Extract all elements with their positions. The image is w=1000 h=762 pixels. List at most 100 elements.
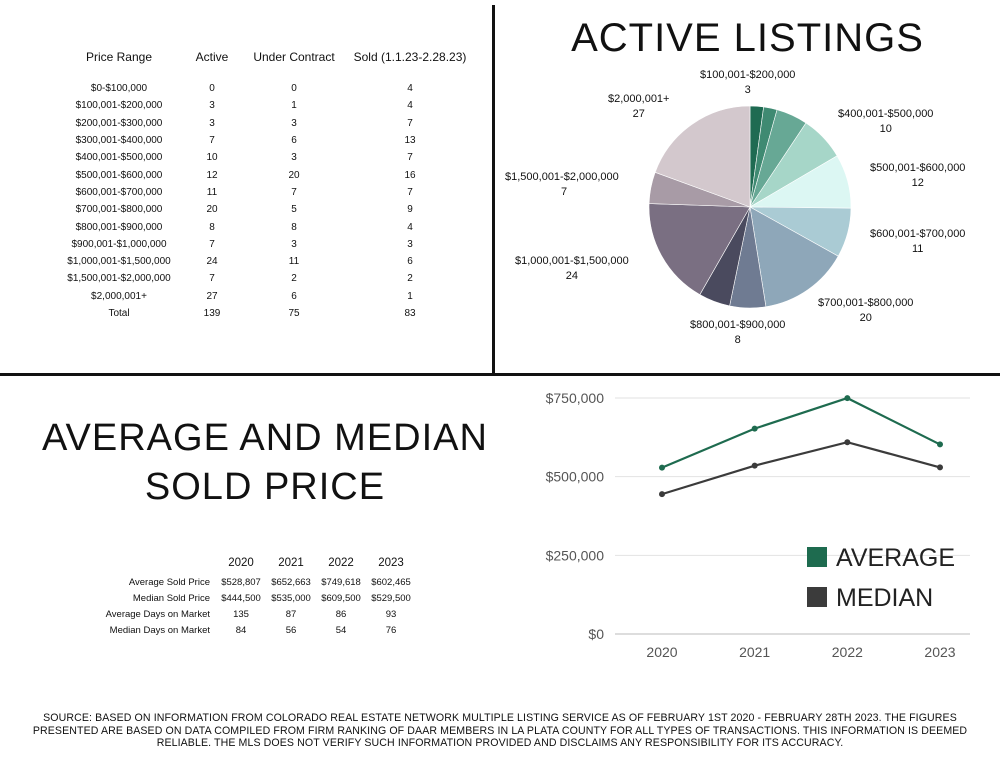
sold-cell: 7	[407, 152, 413, 164]
data-point	[751, 462, 758, 469]
pie-label-value: 7	[561, 185, 568, 198]
sold-value-cell: 93	[385, 608, 397, 620]
sold-value-cell: $602,465	[371, 576, 411, 588]
x-tick-label: 2021	[739, 644, 770, 660]
sold-header-row: 2020 2021 2022 2023	[98, 557, 416, 574]
under-contract-cell: 0	[291, 83, 297, 95]
active-cell: 20	[206, 204, 218, 216]
pie-label-value: 10	[879, 122, 892, 135]
data-point	[751, 425, 758, 432]
pie-label-range: $100,001-$200,000	[700, 69, 796, 81]
active-cell: 7	[209, 238, 215, 250]
listings-row: $500,001-$600,000 12 20 16	[55, 166, 473, 183]
data-point	[844, 395, 851, 402]
col-under-contract: Under Contract	[253, 50, 335, 64]
active-cell: 3	[209, 117, 215, 129]
pie-label-range: $600,001-$700,000	[870, 228, 966, 240]
pie-label-range: $1,000,001-$1,500,000	[515, 255, 629, 267]
under-contract-cell: 1	[291, 100, 297, 112]
data-point	[844, 439, 851, 446]
listings-row: $100,001-$200,000 3 1 4	[55, 97, 473, 114]
pie-label-range: $500,001-$600,000	[870, 162, 966, 174]
pie-label-range: $400,001-$500,000	[838, 108, 934, 120]
price-range-cell: $2,000,001+	[91, 290, 147, 302]
pie-label-value: 24	[565, 269, 579, 282]
legend-swatch	[807, 587, 827, 607]
active-cell: 11	[206, 186, 218, 198]
horizontal-divider	[0, 373, 1000, 376]
active-cell: 8	[209, 221, 215, 233]
avg-median-title-line2: SOLD PRICE	[144, 466, 386, 509]
vertical-divider	[492, 5, 495, 373]
pie-label: $1,000,001-$1,500,000 24	[515, 254, 629, 284]
active-listings-pie-chart	[648, 105, 852, 309]
sold-cell: 4	[407, 100, 413, 112]
listings-header-row: Price Range Active Under Contract Sold (…	[55, 50, 473, 80]
under-contract-cell: 3	[291, 117, 297, 129]
pie-label: $100,001-$200,000 3	[700, 68, 795, 98]
price-range-cell: $200,001-$300,000	[75, 117, 163, 129]
pie-label-value: 11	[912, 242, 924, 255]
pie-label-range: $2,000,001+	[608, 93, 670, 105]
sold-row-label: Median Sold Price	[132, 592, 210, 604]
under-contract-cell: 5	[291, 204, 297, 216]
sold-value-cell: 84	[235, 624, 247, 636]
data-point	[659, 491, 665, 498]
sold-value-cell: 86	[335, 608, 347, 620]
pie-label-value: 8	[734, 333, 741, 346]
pie-slice	[654, 105, 751, 208]
price-range-cell: $900,001-$1,000,000	[71, 238, 167, 250]
pie-label-range: $700,001-$800,000	[818, 297, 914, 309]
active-cell: 0	[209, 83, 215, 95]
listings-row: $900,001-$1,000,000 7 3 3	[55, 236, 473, 253]
pie-label: $800,001-$900,000 8	[690, 318, 785, 348]
under-contract-cell: 75	[288, 308, 300, 319]
y-tick-label: $500,000	[546, 469, 605, 485]
under-contract-cell: 3	[291, 238, 297, 250]
pie-label-range: $1,500,001-$2,000,000	[505, 171, 619, 183]
price-range-cell: $400,001-$500,000	[75, 152, 163, 164]
col-active: Active	[195, 50, 229, 64]
price-range-cell: $600,001-$700,000	[75, 186, 163, 198]
pie-label: $2,000,001+ 27	[608, 92, 669, 122]
price-range-cell: $300,001-$400,000	[75, 135, 163, 147]
listings-row: $700,001-$800,000 20 5 9	[55, 201, 473, 218]
sold-cell: 16	[404, 169, 416, 181]
avg-median-title: AVERAGE AND MEDIAN SOLD PRICE	[10, 414, 520, 513]
legend-label: MEDIAN	[836, 584, 933, 612]
price-range-cell: $800,001-$900,000	[75, 221, 163, 233]
pie-label-value: 20	[859, 311, 872, 324]
under-contract-cell: 2	[291, 273, 297, 285]
col-price-range: Price Range	[85, 50, 153, 64]
data-point	[937, 464, 943, 471]
under-contract-cell: 20	[288, 169, 300, 181]
active-cell: 3	[209, 100, 215, 112]
series-line-average	[661, 396, 941, 469]
price-range-cell: $700,001-$800,000	[75, 204, 163, 216]
active-cell: 139	[203, 308, 221, 319]
active-cell: 7	[209, 135, 215, 147]
sold-row: Average Sold Price $528,807 $652,663 $749,6…	[98, 574, 416, 590]
sold-cell: 83	[404, 308, 416, 319]
sold-value-cell: $609,500	[321, 592, 361, 604]
pie-label-value: 3	[744, 83, 751, 96]
sold-price-table: 2020 2021 2022 2023 Average Sold Price $5…	[98, 557, 416, 638]
x-tick-label: 2020	[646, 644, 677, 660]
y-tick-label: $0	[588, 626, 604, 642]
sold-body: Average Sold Price $528,807 $652,663 $749,6…	[98, 574, 416, 638]
pie-slice	[749, 206, 839, 308]
active-cell: 10	[206, 152, 218, 164]
listings-row: $0-$100,000 0 0 4	[55, 80, 473, 97]
data-point	[937, 441, 943, 448]
active-cell: 27	[206, 290, 218, 302]
sold-value-cell: $529,500	[371, 592, 411, 604]
listings-row: $1,500,001-$2,000,000 7 2 2	[55, 270, 473, 287]
under-contract-cell: 6	[291, 290, 297, 302]
sold-col-2023: 2023	[378, 557, 404, 569]
pie-label-value: 27	[632, 107, 645, 120]
pie-title: ACTIVE LISTINGS	[571, 16, 924, 60]
pie-label-value: 12	[911, 176, 924, 189]
sold-col-label	[98, 557, 216, 574]
sold-row-label: Average Days on Market	[105, 608, 210, 620]
price-range-cell: $100,001-$200,000	[75, 100, 163, 112]
